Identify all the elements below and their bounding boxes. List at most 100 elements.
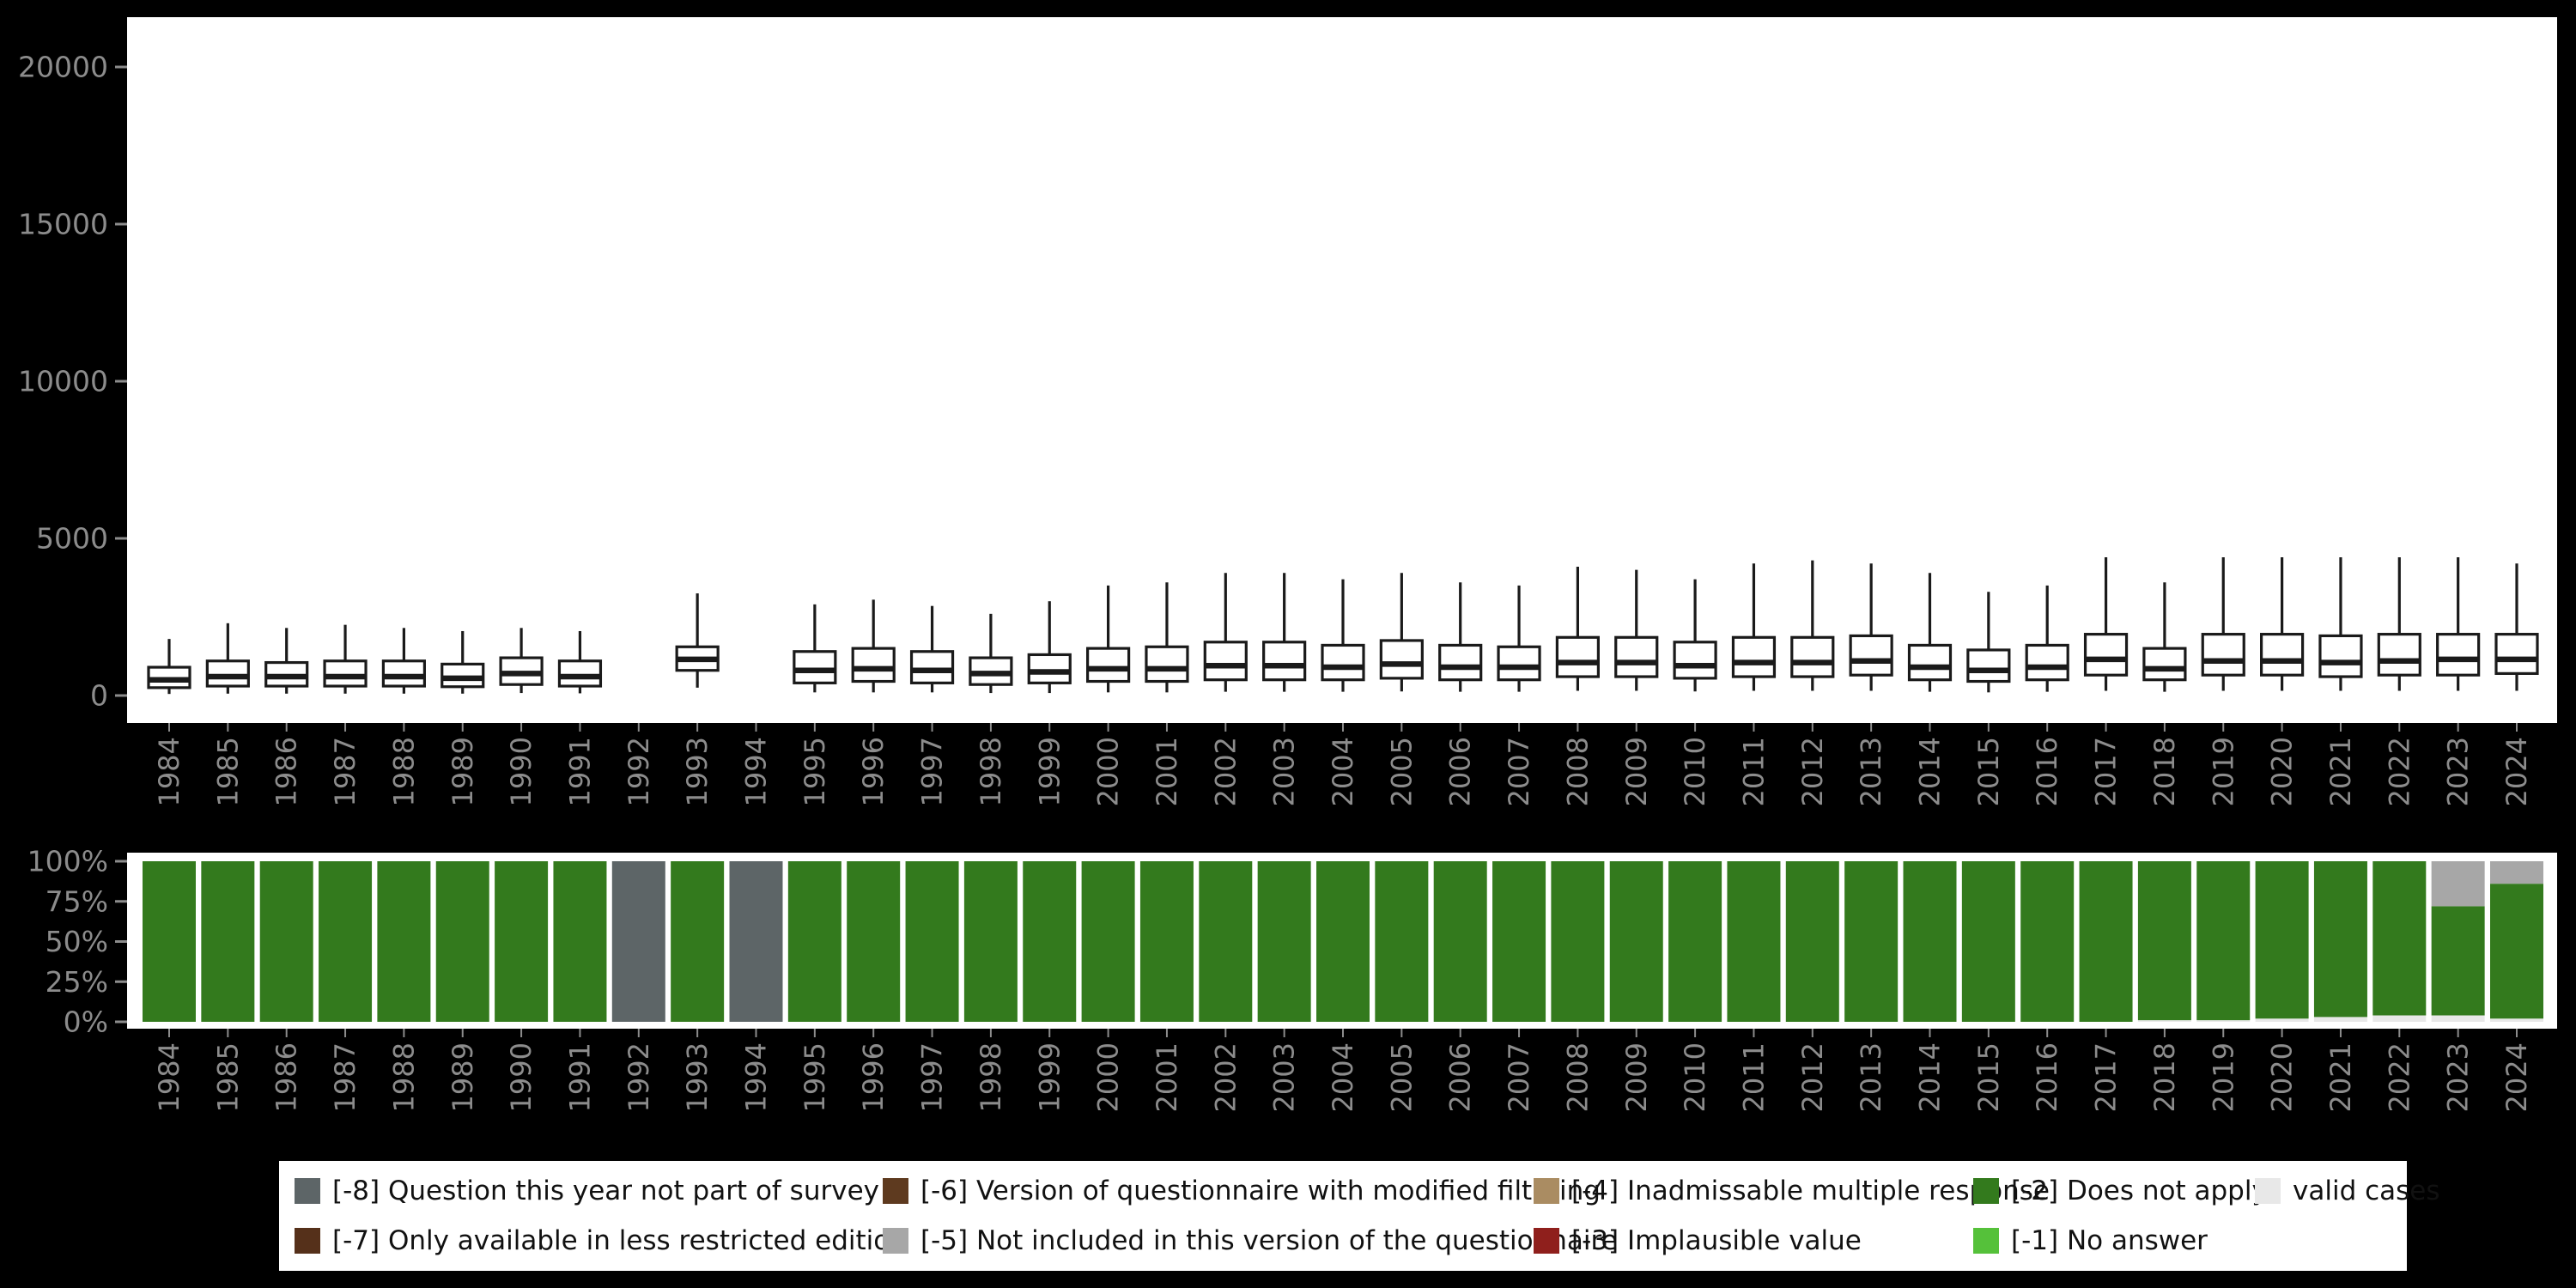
bar-segment--2 xyxy=(1668,861,1722,1022)
bar-1992 xyxy=(611,861,665,1022)
pct-tick-label: 25% xyxy=(46,965,108,999)
xtick-year-label: 1992 xyxy=(623,1042,655,1112)
pct-tick-label: 0% xyxy=(64,1005,108,1039)
xtick-year-label: 2006 xyxy=(1444,737,1477,806)
bar-segment--2 xyxy=(2372,861,2427,1016)
box xyxy=(2083,633,2129,677)
bar-segment-valid xyxy=(2255,1018,2309,1022)
boxplot-2016 xyxy=(2025,585,2069,692)
bar-1999 xyxy=(1023,861,1077,1022)
box xyxy=(2436,633,2481,677)
legend-label-valid: valid cases xyxy=(2293,1176,2440,1206)
bar-1997 xyxy=(905,861,959,1022)
legend-swatch--7 xyxy=(295,1228,320,1254)
bar-2022 xyxy=(2372,861,2427,1022)
bar-segment--2 xyxy=(553,861,607,1022)
ytick-label: 0 xyxy=(90,679,108,713)
box xyxy=(909,650,955,684)
legend-label--7: [-7] Only available in less restricted e… xyxy=(332,1225,907,1256)
bar-1987 xyxy=(319,861,373,1022)
xtick-year-label: 2010 xyxy=(1679,1042,1711,1112)
bar-segment--2 xyxy=(1609,861,1663,1022)
boxplot-2020 xyxy=(2260,556,2305,691)
box xyxy=(2377,633,2421,677)
xtick-year-label: 1989 xyxy=(447,1042,479,1112)
bar-2007 xyxy=(1492,861,1546,1022)
box xyxy=(793,650,837,684)
boxplot-2013 xyxy=(1849,563,1893,691)
xtick-year-label: 2000 xyxy=(1092,737,1125,806)
bar-1991 xyxy=(553,861,607,1022)
legend-label--8: [-8] Question this year not part of surv… xyxy=(332,1176,879,1206)
xtick-year-label: 2004 xyxy=(1327,1042,1359,1112)
xtick-year-label: 2016 xyxy=(2031,737,2063,806)
legend-label--3: [-3] Implausible value xyxy=(1571,1225,1862,1256)
bar-2024 xyxy=(2490,861,2543,1022)
boxplot-2019 xyxy=(2201,556,2245,691)
bar-1996 xyxy=(847,861,901,1022)
xtick-year-label: 2021 xyxy=(2324,737,2357,806)
xtick-year-label: 2012 xyxy=(1796,1042,1829,1112)
box xyxy=(440,662,485,689)
xtick-year-label: 2015 xyxy=(1972,737,2005,806)
xtick-year-label: 1995 xyxy=(799,1042,831,1112)
bar-segment--2 xyxy=(1785,861,1839,1022)
bar-segment--2 xyxy=(1257,861,1311,1022)
ytick-label: 10000 xyxy=(18,365,108,398)
box xyxy=(1203,641,1248,682)
xtick-year-label: 2014 xyxy=(1914,1042,1947,1112)
bar-1998 xyxy=(963,861,1018,1022)
bar-segment--2 xyxy=(435,861,489,1022)
xtick-year-label: 2001 xyxy=(1151,737,1183,806)
xtick-year-label: 2016 xyxy=(2031,1042,2063,1112)
xtick-year-label: 1984 xyxy=(153,737,185,806)
xtick-year-label: 2013 xyxy=(1855,1042,1887,1112)
xtick-year-label: 1986 xyxy=(270,737,303,806)
box xyxy=(1555,635,1601,678)
bar-2016 xyxy=(2020,861,2075,1022)
bar-segment--2 xyxy=(2079,861,2133,1022)
xtick-year-label: 2013 xyxy=(1855,737,1887,806)
xtick-year-label: 1986 xyxy=(270,1042,303,1112)
xtick-year-label: 1991 xyxy=(563,737,596,806)
xtick-year-label: 2024 xyxy=(2500,1042,2533,1112)
xtick-year-label: 2017 xyxy=(2090,1042,2123,1112)
boxplot-2017 xyxy=(2083,556,2129,691)
bar-2009 xyxy=(1609,861,1663,1022)
boxplot-1986 xyxy=(264,628,309,694)
bar-segment--2 xyxy=(2196,861,2251,1021)
bar-segment--2 xyxy=(787,861,841,1022)
bar-1988 xyxy=(377,861,431,1022)
bar-2013 xyxy=(1844,861,1899,1022)
bar-segment--8 xyxy=(729,861,783,1022)
bar-segment--2 xyxy=(1316,861,1370,1022)
bar-2002 xyxy=(1199,861,1253,1022)
bar-segment--2 xyxy=(377,861,431,1022)
xtick-year-label: 2012 xyxy=(1796,737,1829,806)
xtick-year-label: 2005 xyxy=(1385,1042,1418,1112)
bar-segment--2 xyxy=(1551,861,1605,1022)
legend-item--8: [-8] Question this year not part of surv… xyxy=(295,1176,883,1206)
ytick-label: 20000 xyxy=(18,51,108,84)
bar-segment--2 xyxy=(963,861,1018,1022)
bar-segment-valid xyxy=(2137,1020,2191,1022)
xtick-year-label: 2002 xyxy=(1209,737,1242,806)
boxplot-1990 xyxy=(499,628,544,694)
legend-item--6: [-6] Version of questionnaire with modif… xyxy=(883,1176,1601,1206)
bar-segment--2 xyxy=(2020,861,2075,1022)
xtick-year-label: 1998 xyxy=(975,737,1007,806)
xtick-year-label: 2004 xyxy=(1327,737,1359,806)
bar-segment--2 xyxy=(1023,861,1077,1022)
legend-item--3: [-3] Implausible value xyxy=(1534,1225,1973,1256)
bar-segment-valid xyxy=(2372,1015,2427,1022)
xtick-year-label: 2007 xyxy=(1503,737,1535,806)
bar-segment--2 xyxy=(2490,884,2543,1019)
xtick-year-label: 2011 xyxy=(1737,1042,1770,1112)
xtick-year-label: 1996 xyxy=(857,737,890,806)
boxplot-1985 xyxy=(205,623,250,694)
xtick-year-label: 2008 xyxy=(1561,737,1594,806)
box xyxy=(1497,645,1541,682)
boxplot-1995 xyxy=(793,604,837,693)
legend-swatch--4 xyxy=(1534,1178,1559,1204)
box xyxy=(1321,643,1365,682)
